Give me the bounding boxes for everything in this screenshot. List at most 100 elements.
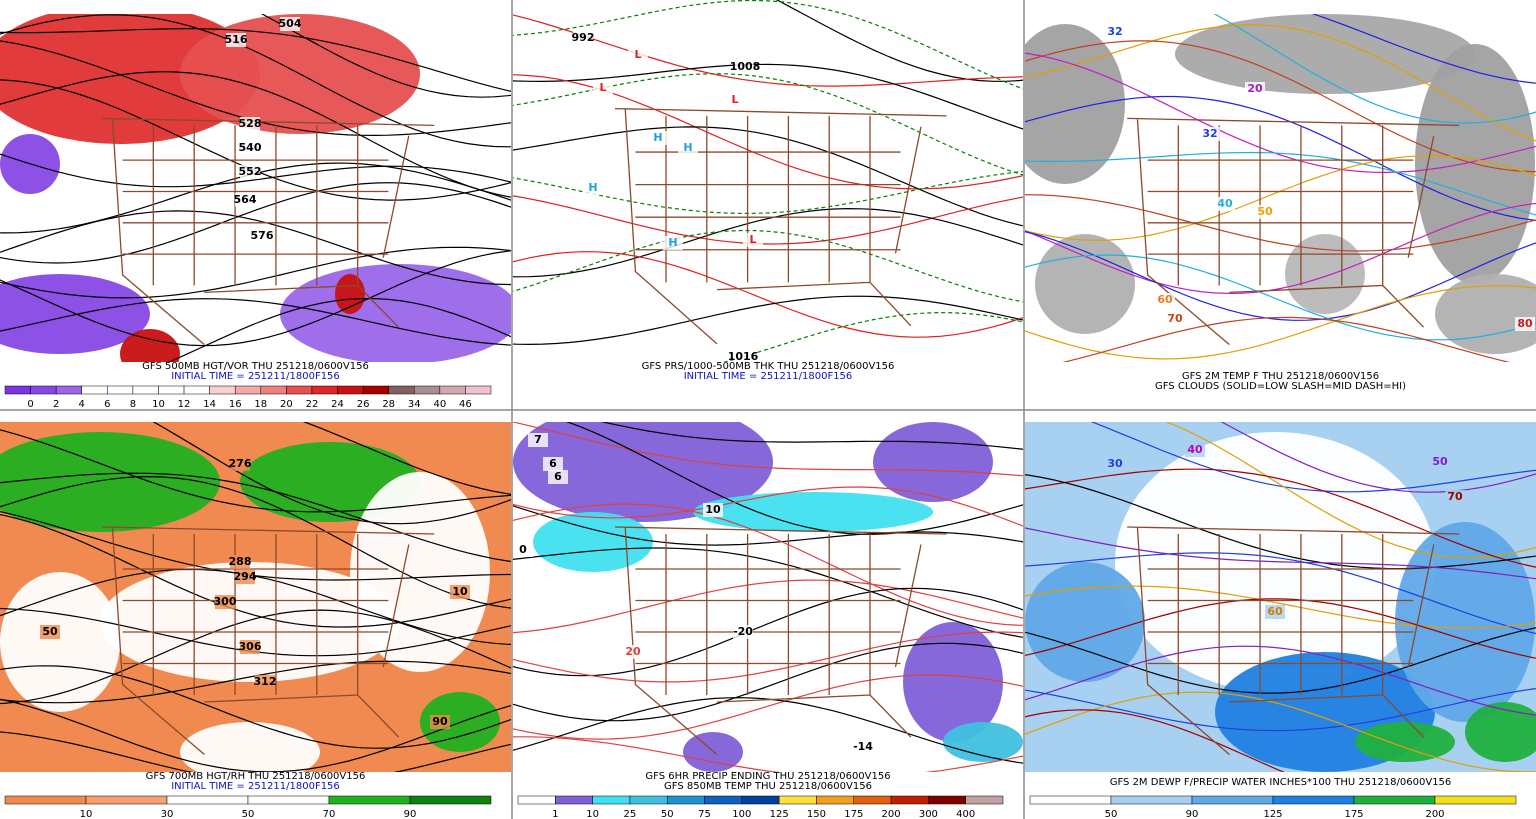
map-panel: 992 L L L H H H H 1008 1016 L — [513, 0, 1023, 363]
colorbar-label: 75 — [698, 809, 711, 819]
map-label: 40 — [1217, 197, 1233, 210]
field-blob — [943, 722, 1023, 762]
map-label-bg — [430, 715, 450, 729]
caption: GFS CLOUDS (SOLID=LOW SLASH=MID DASH=HI) — [1155, 381, 1406, 392]
colorbar-label: 125 — [1263, 809, 1282, 819]
contour — [1025, 474, 1536, 570]
field-blob — [873, 422, 993, 502]
colorbar-label: 1 — [552, 809, 558, 819]
colorbar-swatch — [853, 795, 892, 805]
map-label: 294 — [234, 570, 257, 583]
colorbar-label: 46 — [459, 399, 472, 410]
contour — [513, 486, 1023, 527]
map-label-bg — [1445, 490, 1465, 504]
contour — [1025, 691, 1536, 772]
map-panel: 276 288 294 300 306 312 10 50 90 — [0, 422, 511, 772]
colorbar-label: 34 — [408, 399, 421, 410]
colorbar-label: 0 — [27, 399, 33, 410]
contour — [0, 731, 511, 772]
caption: GFS 2M DEWP F/PRECIP WATER INCHES*100 TH… — [1110, 777, 1452, 788]
borders — [1127, 526, 1460, 755]
colorbar-swatch — [409, 795, 492, 805]
colorbar-swatch — [328, 795, 411, 805]
map-label-bg — [623, 645, 643, 659]
map-label: 552 — [239, 165, 262, 178]
colorbar-swatch — [30, 385, 57, 395]
field-blob — [1025, 24, 1125, 184]
field-blob — [533, 512, 653, 572]
colorbar-swatch — [107, 385, 134, 395]
map-label: 32 — [1107, 25, 1122, 38]
contour — [0, 609, 511, 705]
map-label: 60 — [1267, 605, 1283, 618]
colorbar-swatch — [247, 795, 330, 805]
map-label: 20 — [1247, 82, 1263, 95]
map-label-bg — [235, 193, 255, 207]
map-label: 32 — [1202, 127, 1217, 140]
map-label: 10 — [705, 503, 721, 516]
map-label-bg — [1265, 605, 1285, 619]
colorbar-label: 10 — [80, 809, 93, 819]
colorbar-swatch — [55, 385, 82, 395]
map-label: 7 — [534, 433, 542, 446]
contour — [513, 170, 1023, 215]
contour — [1025, 598, 1536, 659]
caption: INITIAL TIME = 251211/1800F156 — [684, 371, 853, 382]
field-blob — [120, 329, 180, 362]
contour — [302, 422, 511, 495]
map-label: 312 — [254, 675, 277, 688]
map-label-bg — [703, 503, 723, 517]
colorbar-label: 10 — [586, 809, 599, 819]
map-label-bg — [1255, 205, 1275, 219]
map-label: H — [683, 141, 692, 154]
map-label: H — [653, 131, 662, 144]
map-label: 564 — [234, 193, 257, 206]
contour — [0, 568, 511, 645]
map-label-bg — [743, 233, 763, 247]
caption: GFS 850MB TEMP THU 251218/0600V156 — [664, 781, 872, 792]
contour — [722, 311, 1023, 362]
map-label-bg — [1430, 455, 1450, 469]
contour — [513, 736, 1023, 772]
map-label-bg — [1200, 127, 1220, 141]
map-label-bg — [663, 236, 683, 250]
map-label: 306 — [239, 640, 262, 653]
colorbar-label: 175 — [1344, 809, 1363, 819]
colorbar-swatch — [1191, 795, 1274, 805]
colorbar-swatch — [1434, 795, 1517, 805]
contour — [1025, 194, 1536, 252]
contour — [1025, 709, 1285, 772]
colorbar-label: 50 — [661, 809, 674, 819]
contour — [0, 28, 511, 92]
map-label: 60 — [1157, 293, 1173, 306]
colorbar-swatch — [132, 385, 159, 395]
colorbar-label: 70 — [323, 809, 336, 819]
colorbar-swatch — [704, 795, 743, 805]
map-label: -14 — [853, 740, 873, 753]
contour — [513, 579, 1023, 634]
map-label: 576 — [251, 229, 274, 242]
map-label: 1008 — [730, 60, 761, 73]
borders — [614, 526, 947, 755]
contour — [1025, 687, 1536, 732]
contour — [1025, 95, 1536, 221]
contour — [1090, 422, 1536, 493]
colorbar-label: 300 — [919, 809, 938, 819]
borders — [614, 107, 947, 345]
contour — [1025, 151, 1536, 216]
colorbar-swatch — [85, 795, 168, 805]
field-blob — [1395, 522, 1535, 722]
colorbar-swatch — [555, 795, 593, 805]
colorbar-label: 50 — [1105, 809, 1118, 819]
colorbar-label: 30 — [161, 809, 174, 819]
colorbar-label: 100 — [732, 809, 751, 819]
colorbar-swatch — [928, 795, 966, 805]
map-label-bg — [543, 457, 563, 471]
contour — [1213, 14, 1536, 124]
contour — [0, 698, 511, 772]
contour — [1025, 40, 1536, 173]
map-label: 1016 — [728, 350, 759, 363]
caption: INITIAL TIME = 251211/1800F156 — [171, 781, 340, 792]
colorbar-label: 200 — [1425, 809, 1444, 819]
map-panel: 504 516 528 540 552 564 576 — [0, 14, 511, 362]
